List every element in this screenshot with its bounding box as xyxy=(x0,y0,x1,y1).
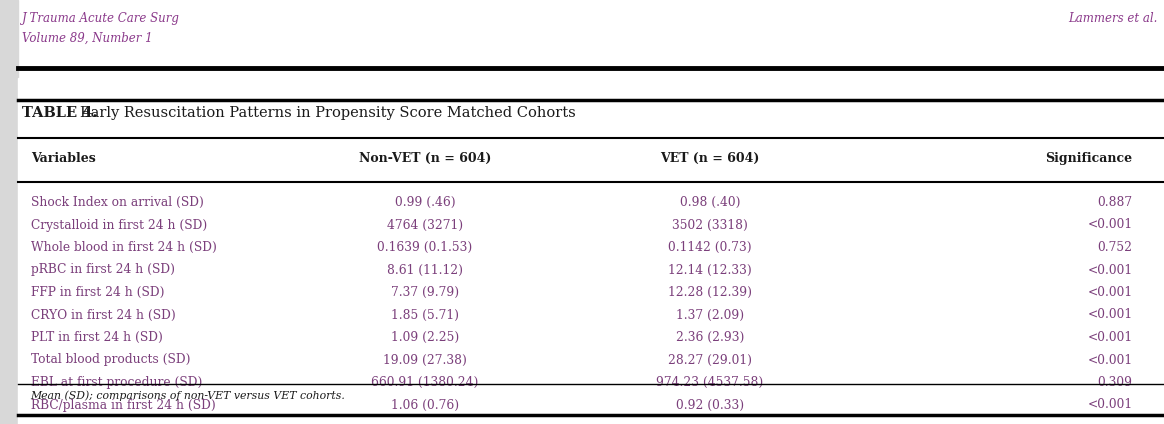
Text: Non-VET (n = 604): Non-VET (n = 604) xyxy=(359,152,491,165)
Text: <0.001: <0.001 xyxy=(1087,286,1133,299)
Text: 974.23 (4537.58): 974.23 (4537.58) xyxy=(656,376,764,389)
Text: 1.06 (0.76): 1.06 (0.76) xyxy=(391,399,459,412)
Text: Total blood products (SD): Total blood products (SD) xyxy=(31,354,191,366)
Text: RBC/plasma in first 24 h (SD): RBC/plasma in first 24 h (SD) xyxy=(31,399,217,412)
Text: 0.1639 (0.1.53): 0.1639 (0.1.53) xyxy=(377,241,473,254)
Text: 2.36 (2.93): 2.36 (2.93) xyxy=(676,331,744,344)
Text: Crystalloid in first 24 h (SD): Crystalloid in first 24 h (SD) xyxy=(31,218,207,232)
Text: 19.09 (27.38): 19.09 (27.38) xyxy=(383,354,467,366)
Text: Mean (SD); comparisons of non-VET versus VET cohorts.: Mean (SD); comparisons of non-VET versus… xyxy=(30,390,345,401)
Text: 1.37 (2.09): 1.37 (2.09) xyxy=(676,309,744,321)
Text: 0.92 (0.33): 0.92 (0.33) xyxy=(676,399,744,412)
Text: 0.309: 0.309 xyxy=(1098,376,1133,389)
Text: Volume 89, Number 1: Volume 89, Number 1 xyxy=(22,32,152,45)
Text: 3502 (3318): 3502 (3318) xyxy=(672,218,748,232)
Text: <0.001: <0.001 xyxy=(1087,331,1133,344)
Text: 0.99 (.46): 0.99 (.46) xyxy=(395,196,455,209)
Text: Shock Index on arrival (SD): Shock Index on arrival (SD) xyxy=(31,196,205,209)
Text: PLT in first 24 h (SD): PLT in first 24 h (SD) xyxy=(31,331,163,344)
Text: FFP in first 24 h (SD): FFP in first 24 h (SD) xyxy=(31,286,165,299)
Text: <0.001: <0.001 xyxy=(1087,263,1133,276)
Text: 8.61 (11.12): 8.61 (11.12) xyxy=(386,263,463,276)
Text: pRBC in first 24 h (SD): pRBC in first 24 h (SD) xyxy=(31,263,176,276)
Bar xyxy=(17,0,1164,78)
Text: Lammers et al.: Lammers et al. xyxy=(1069,12,1158,25)
Text: 28.27 (29.01): 28.27 (29.01) xyxy=(668,354,752,366)
Text: <0.001: <0.001 xyxy=(1087,399,1133,412)
Text: Early Resuscitation Patterns in Propensity Score Matched Cohorts: Early Resuscitation Patterns in Propensi… xyxy=(80,106,576,120)
Text: <0.001: <0.001 xyxy=(1087,354,1133,366)
Text: 12.28 (12.39): 12.28 (12.39) xyxy=(668,286,752,299)
Text: 7.37 (9.79): 7.37 (9.79) xyxy=(391,286,459,299)
Text: VET (n = 604): VET (n = 604) xyxy=(660,152,760,165)
Text: Variables: Variables xyxy=(31,152,97,165)
Text: <0.001: <0.001 xyxy=(1087,218,1133,232)
Text: Significance: Significance xyxy=(1045,152,1133,165)
Text: CRYO in first 24 h (SD): CRYO in first 24 h (SD) xyxy=(31,309,176,321)
Text: 0.752: 0.752 xyxy=(1098,241,1133,254)
Text: Whole blood in first 24 h (SD): Whole blood in first 24 h (SD) xyxy=(31,241,218,254)
Text: 0.887: 0.887 xyxy=(1098,196,1133,209)
Text: 1.09 (2.25): 1.09 (2.25) xyxy=(391,331,459,344)
Bar xyxy=(0,0,17,424)
Bar xyxy=(17,78,1164,424)
Text: J Trauma Acute Care Surg: J Trauma Acute Care Surg xyxy=(22,12,180,25)
Text: 12.14 (12.33): 12.14 (12.33) xyxy=(668,263,752,276)
Text: <0.001: <0.001 xyxy=(1087,309,1133,321)
Text: 1.85 (5.71): 1.85 (5.71) xyxy=(391,309,459,321)
Text: 660.91 (1380.24): 660.91 (1380.24) xyxy=(371,376,478,389)
Text: 0.1142 (0.73): 0.1142 (0.73) xyxy=(668,241,752,254)
Text: 4764 (3271): 4764 (3271) xyxy=(386,218,463,232)
Text: EBL at first procedure (SD): EBL at first procedure (SD) xyxy=(31,376,203,389)
Text: 0.98 (.40): 0.98 (.40) xyxy=(680,196,740,209)
Text: TABLE 4.: TABLE 4. xyxy=(22,106,98,120)
